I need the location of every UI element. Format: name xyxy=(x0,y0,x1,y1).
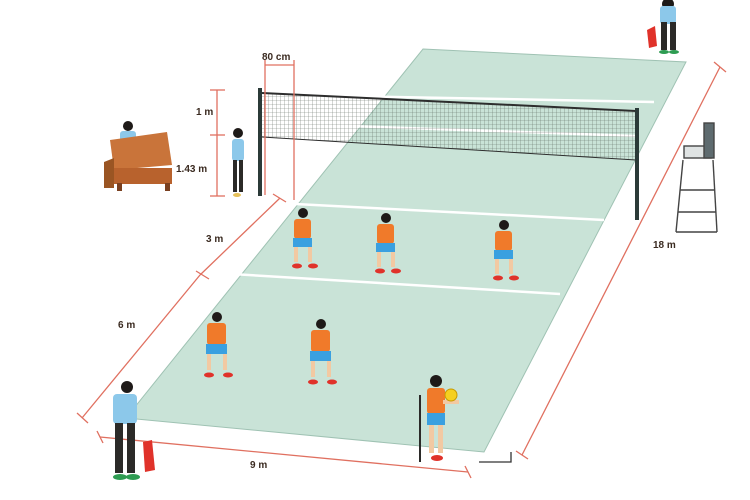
net-mesh xyxy=(262,93,637,160)
volleyball-icon xyxy=(444,388,458,402)
second-referee xyxy=(232,128,244,197)
attack-line-far xyxy=(344,94,655,104)
line-judge-flag-icon xyxy=(143,440,155,472)
back-line-separator xyxy=(231,272,561,296)
attack-line-near xyxy=(275,201,605,222)
line-judge-bottom-left xyxy=(113,381,155,480)
label-back-zone: 6 m xyxy=(118,320,135,331)
player-front-center xyxy=(375,213,401,274)
net xyxy=(258,88,639,220)
player-front-left xyxy=(292,208,318,269)
label-court-width: 9 m xyxy=(250,460,267,471)
player-front-right xyxy=(493,220,519,281)
line-judge-flag-icon xyxy=(647,26,657,48)
label-court-length: 18 m xyxy=(653,240,676,251)
scorer-table-icon xyxy=(104,121,172,191)
net-post-right xyxy=(635,108,639,220)
dimension-lines xyxy=(76,60,727,479)
label-net-lower: 1.43 m xyxy=(176,164,207,175)
umpire-chair-icon xyxy=(675,122,718,233)
net-top-band xyxy=(261,92,638,112)
player-back-left xyxy=(204,312,233,378)
line-judge-top-right xyxy=(647,0,679,54)
label-antenna-spacing: 80 cm xyxy=(262,52,290,63)
player-back-center xyxy=(308,319,337,385)
net-bottom-band xyxy=(261,136,638,161)
label-net-band: 1 m xyxy=(196,107,213,118)
net-post-left xyxy=(258,88,262,196)
label-attack-zone: 3 m xyxy=(206,234,223,245)
player-server xyxy=(419,375,459,462)
service-zone-marker xyxy=(479,452,512,463)
